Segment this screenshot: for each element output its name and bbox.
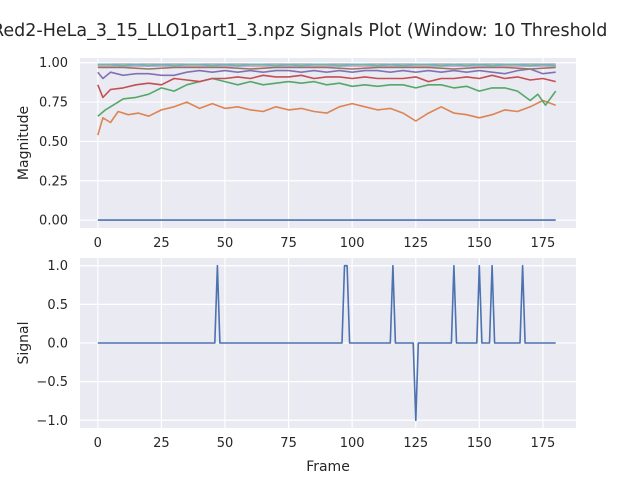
series-line-1 bbox=[97, 99, 556, 136]
y-axis-label: Magnitude bbox=[16, 106, 32, 180]
series-line-9 bbox=[97, 63, 556, 67]
x-tick-label: 75 bbox=[280, 236, 297, 251]
y-tick-label: 0.00 bbox=[39, 214, 68, 229]
x-tick-label: 0 bbox=[94, 436, 102, 451]
x-tick-label: 175 bbox=[531, 436, 556, 451]
x-tick-label: 0 bbox=[94, 236, 102, 251]
series-line-4 bbox=[97, 68, 556, 80]
x-tick-label: 50 bbox=[217, 236, 234, 251]
y-tick-label: −0.5 bbox=[36, 375, 68, 390]
series-line-3 bbox=[97, 74, 556, 99]
series-line-2 bbox=[97, 77, 557, 117]
plot-background bbox=[80, 58, 576, 228]
y-tick-label: 0.50 bbox=[39, 135, 68, 150]
y-tick-label: −1.0 bbox=[36, 414, 68, 429]
magnitude-axes: 0 25 50 75 100 125 150 175 0.00 0.25 0.50 0.75 1.00 M… bbox=[16, 56, 576, 251]
y-tick-label: 0.0 bbox=[47, 337, 68, 352]
y-tick-label: 1.00 bbox=[39, 56, 68, 71]
x-tick-label: 25 bbox=[153, 236, 170, 251]
x-tick-label: 50 bbox=[217, 436, 234, 451]
y-axis-label: Signal bbox=[16, 321, 32, 364]
x-tick-label: 150 bbox=[467, 436, 492, 451]
series-line-5 bbox=[97, 66, 556, 70]
y-tick-label: 1.0 bbox=[47, 259, 68, 274]
x-axis-label: Frame bbox=[306, 459, 350, 475]
x-tick-label: 100 bbox=[340, 436, 365, 451]
chart-title: Red2-HeLa_3_15_LLO1part1_3.npz Signals P… bbox=[0, 21, 608, 41]
x-tick-label: 125 bbox=[403, 236, 428, 251]
x-tick-label: 150 bbox=[467, 236, 492, 251]
x-tick-label: 25 bbox=[153, 436, 170, 451]
series-line-0 bbox=[97, 264, 556, 422]
y-tick-label: 0.25 bbox=[39, 174, 68, 189]
x-tick-label: 175 bbox=[531, 236, 556, 251]
x-tick-label: 100 bbox=[340, 236, 365, 251]
y-tick-label: 0.75 bbox=[39, 96, 68, 111]
y-tick-label: 0.5 bbox=[47, 298, 68, 313]
x-tick-label: 75 bbox=[280, 436, 297, 451]
x-tick-label: 125 bbox=[403, 436, 428, 451]
signal-axes: 0 25 50 75 100 125 150 175 −1.0 −0.5 0.0 0.5 1.0 Sign… bbox=[16, 258, 576, 475]
